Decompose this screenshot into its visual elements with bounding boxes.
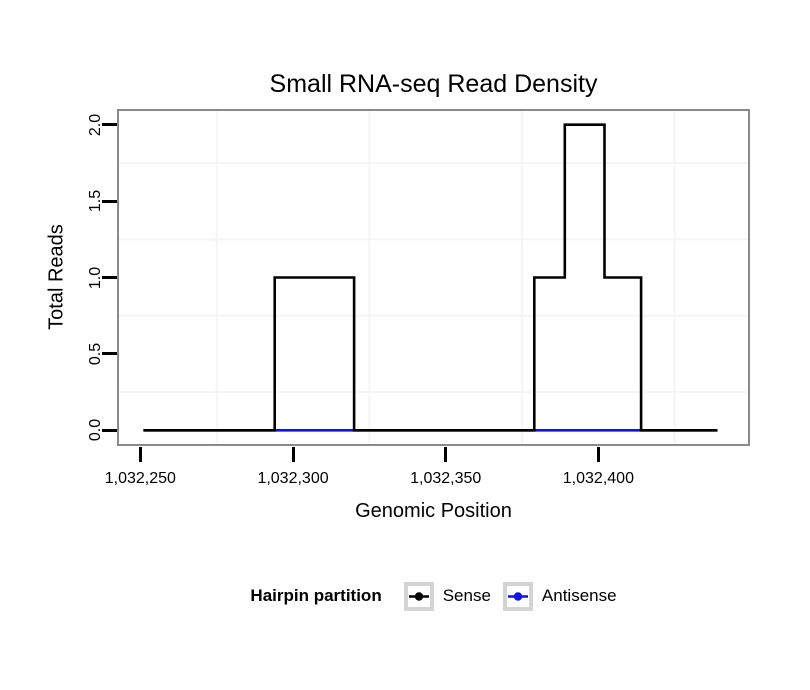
legend-key-sense-icon (403, 581, 434, 611)
x-axis-title: Genomic Position (355, 500, 512, 522)
x-axis-tick-label: 1,032,250 (104, 470, 176, 487)
y-axis-tick-label: 1.0 (87, 266, 104, 289)
legend-label-antisense: Antisense (541, 586, 617, 605)
plot-canvas (119, 111, 748, 444)
x-axis-tick (291, 447, 295, 462)
y-axis-tick (102, 276, 117, 279)
y-axis-tick (102, 123, 117, 127)
y-axis-title: Total Reads (45, 224, 68, 330)
legend-label-sense: Sense (442, 586, 491, 605)
y-axis-tick (102, 428, 117, 432)
legend: Hairpin partition Sense Antisense (117, 581, 750, 611)
y-axis-tick (102, 352, 117, 356)
x-axis-tick (444, 447, 448, 462)
y-axis-tick-label: 2.0 (87, 113, 104, 136)
x-axis-tick-label: 1,032,400 (562, 470, 634, 487)
legend-title: Hairpin partition (250, 586, 382, 605)
x-axis-tick-label: 1,032,350 (410, 470, 482, 487)
y-axis-tick-label: 0.5 (87, 342, 104, 365)
x-axis-tick-label: 1,032,300 (257, 470, 329, 487)
x-axis-tick (138, 447, 142, 462)
y-axis-tick-label: 0.0 (87, 419, 104, 442)
series-sense-line (143, 123, 718, 432)
x-axis-tick (596, 447, 600, 462)
chart-title: Small RNA-seq Read Density (269, 70, 598, 98)
y-axis-tick-label: 1.5 (87, 189, 104, 213)
plot-panel (117, 109, 750, 446)
legend-key-antisense-icon (502, 581, 533, 611)
y-axis-tick (102, 199, 117, 203)
